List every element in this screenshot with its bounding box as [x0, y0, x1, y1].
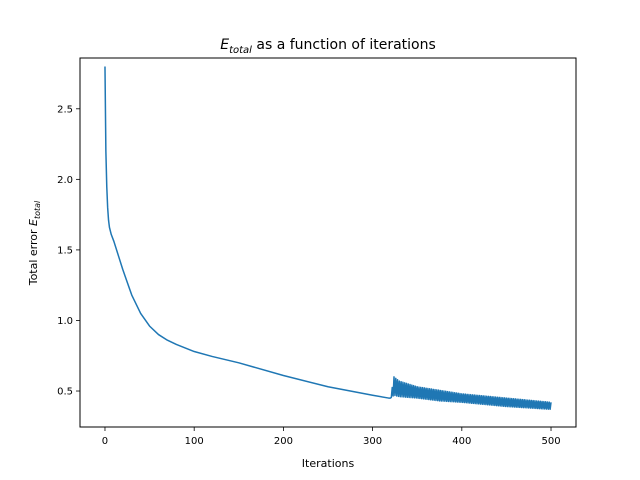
x-tick-label: 500 [541, 436, 560, 447]
x-tick-label: 100 [185, 436, 204, 447]
x-tick-label: 200 [274, 436, 293, 447]
y-tick-label: 2.5 [57, 104, 73, 115]
error-series-line [104, 66, 552, 411]
chart-title-subscript: total [229, 45, 252, 56]
y-axis-title-subscript: total [33, 200, 42, 219]
plot-frame [79, 57, 577, 428]
chart-title-symbol: E [220, 37, 229, 53]
y-axis-title-symbol: E [27, 219, 40, 226]
chart-title: Etotal as a function of iterations [220, 37, 436, 56]
y-tick-label: 0.5 [57, 387, 73, 398]
y-axis-title-prefix: Total error [27, 226, 40, 286]
y-tick-label: 1.0 [57, 316, 73, 327]
y-tick-label: 2.0 [57, 175, 73, 186]
x-tick-label: 300 [363, 436, 382, 447]
x-axis-title: Iterations [302, 457, 355, 470]
x-tick-label: 400 [452, 436, 471, 447]
y-axis-title: Total error Etotal [27, 200, 42, 286]
x-tick-label: 0 [102, 436, 108, 447]
y-tick-label: 1.5 [57, 245, 73, 256]
chart-title-rest: as a function of iterations [252, 37, 436, 53]
